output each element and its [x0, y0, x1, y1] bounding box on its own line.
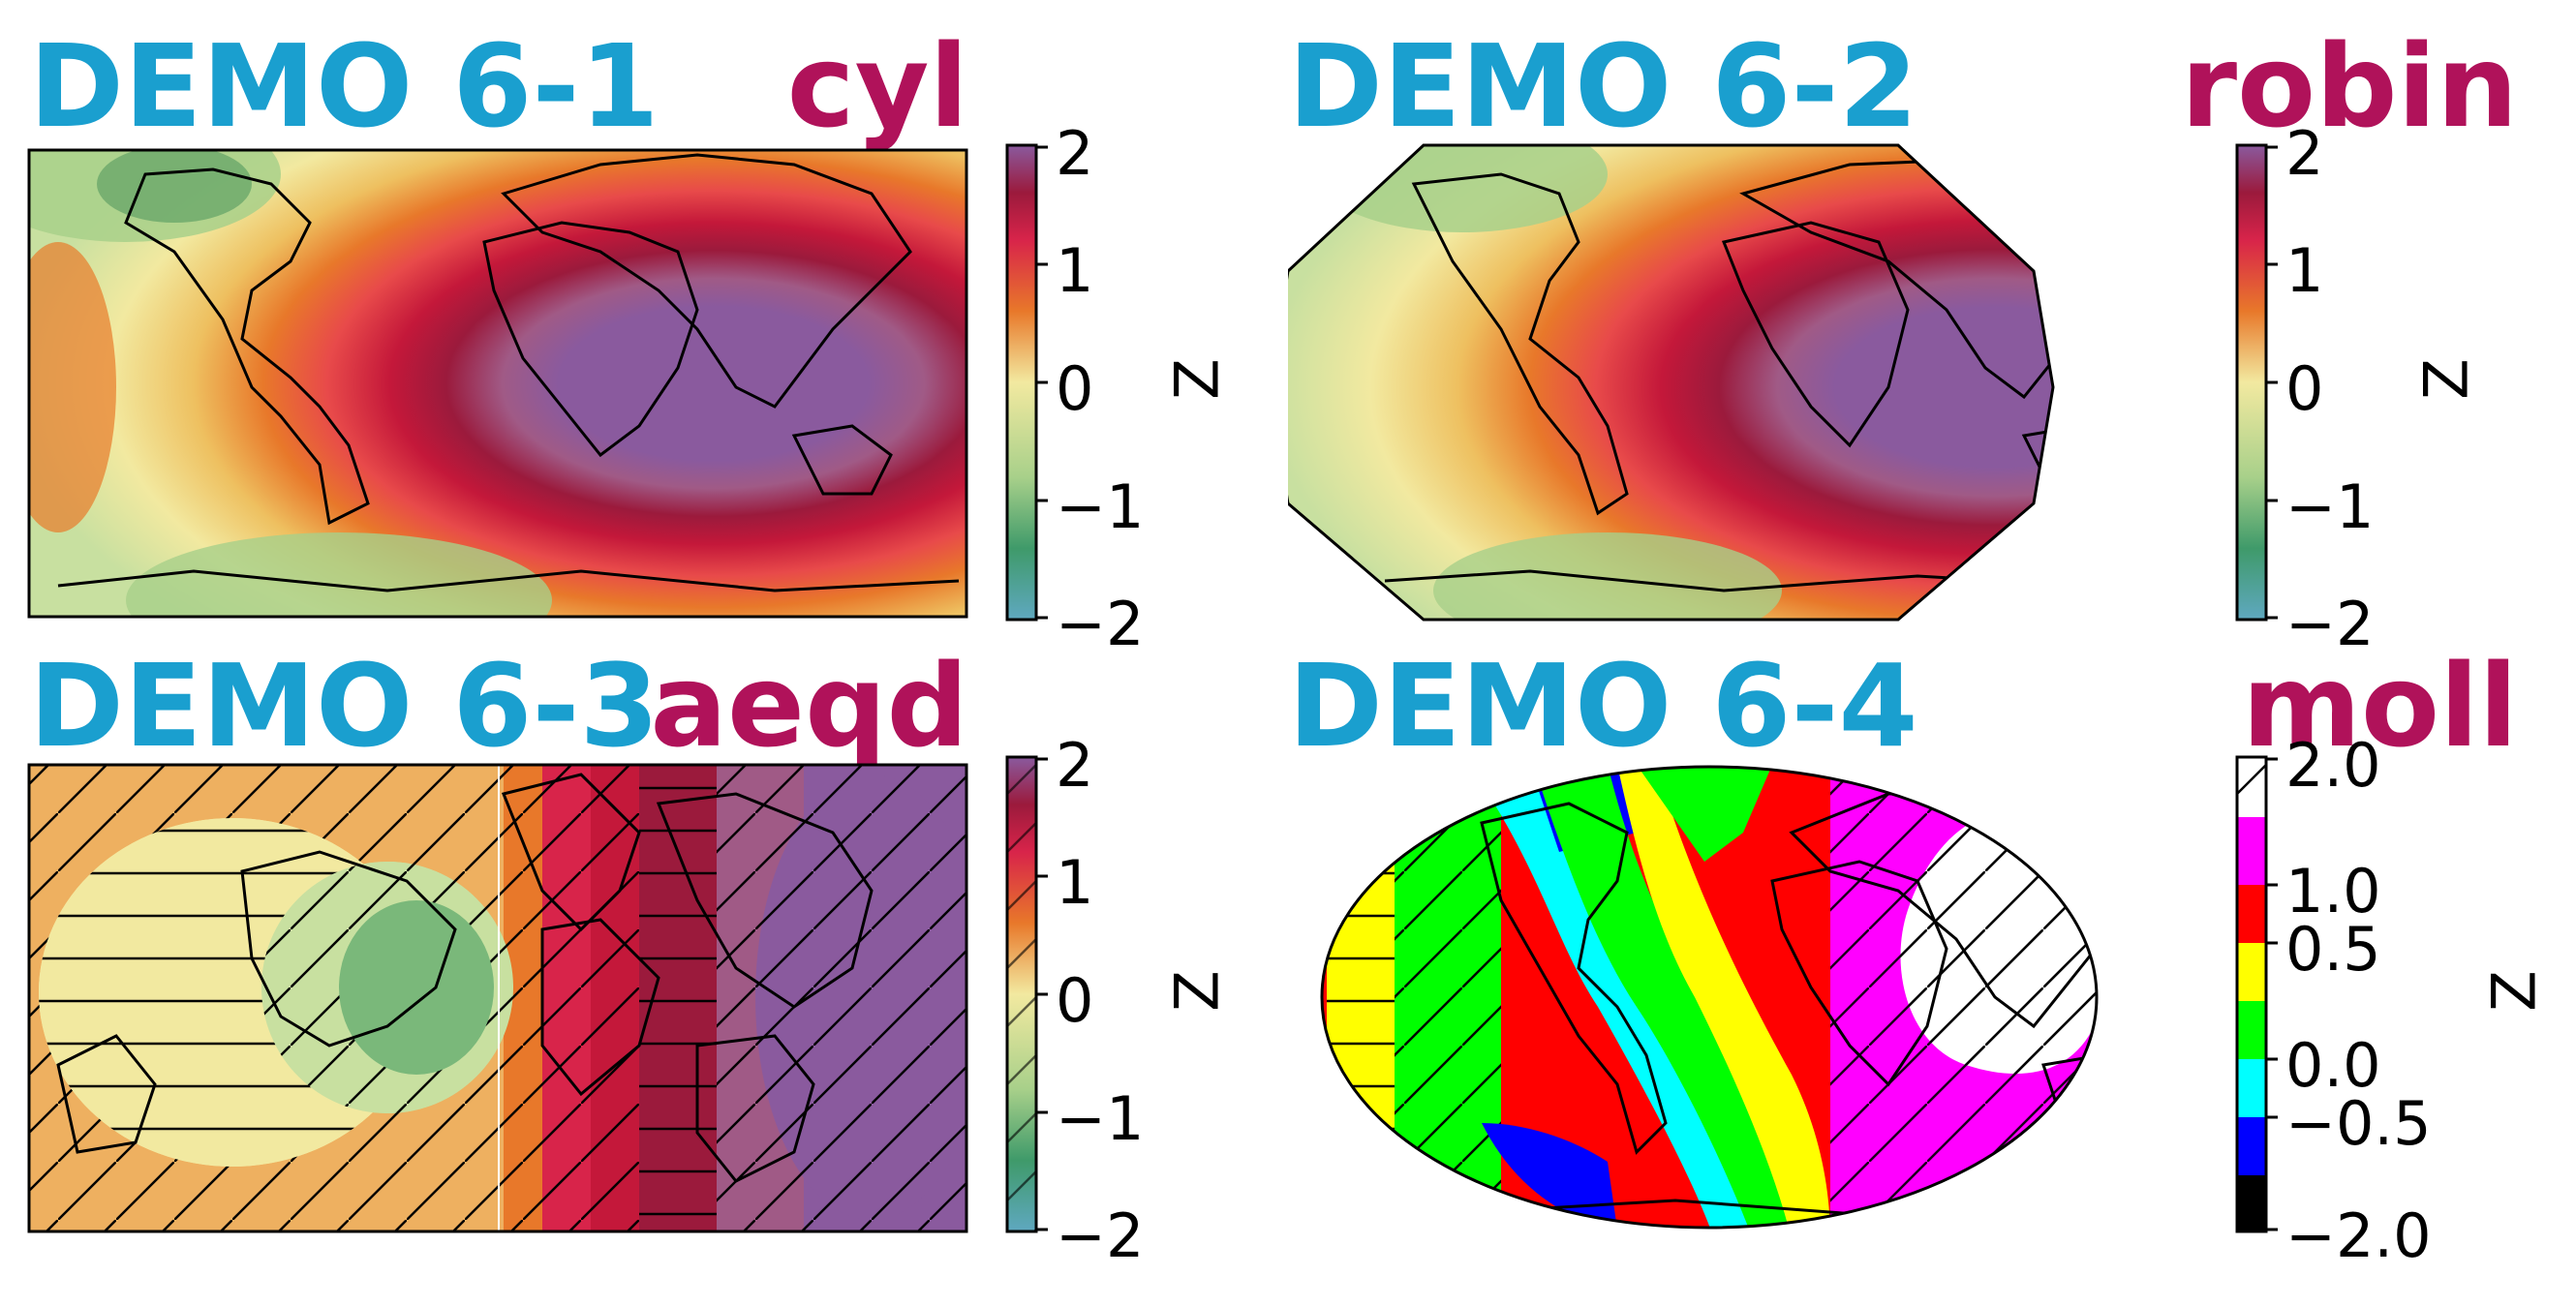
contour-field [29, 150, 966, 617]
map-frame [27, 148, 968, 619]
colorbar-tick: −1 [2285, 471, 2375, 542]
colorbar-tick: 2.0 [2285, 730, 2381, 801]
map-aeqd [27, 755, 1048, 1233]
colorbar-tick: −0.5 [2285, 1088, 2432, 1159]
panel-title: DEMO 6-4 [1288, 639, 1918, 773]
colorbar-label: Z [2478, 970, 2550, 1012]
colorbar-label: Z [2410, 358, 2482, 400]
colorbar-tick: −2 [1056, 589, 1145, 659]
panel-demo-6-2: DEMO 6-2 robin [1288, 0, 2576, 659]
colorbar-tick: 2 [1056, 730, 1094, 801]
colorbar-tick: 1.0 [2285, 856, 2381, 926]
projection-label: moll [2242, 639, 2518, 773]
colorbar-label: Z [1161, 970, 1233, 1012]
colorbar-tick: 1 [1056, 235, 1094, 306]
map-cyl [27, 143, 1048, 622]
colorbar-tick: 2 [2285, 118, 2324, 189]
colorbar-tick: −2 [1056, 1200, 1145, 1271]
colorbar-tick: 2 [1056, 118, 1094, 189]
panel-title: DEMO 6-3 [29, 639, 659, 773]
colorbar-tick: −2 [2285, 589, 2375, 659]
coastlines [56, 773, 874, 1183]
colorbar-label: Z [1161, 358, 1233, 400]
colorbar-tick: 0 [1056, 353, 1094, 424]
colorbar [1005, 755, 1048, 1233]
colorbar-tick: 0.5 [2285, 914, 2381, 985]
map-robin [1288, 143, 2278, 622]
map-frame [27, 763, 968, 1233]
colorbar [1005, 143, 1048, 622]
panel-demo-6-4: DEMO 6-4 moll [1288, 639, 2576, 1306]
colorbar-tick: −2.0 [2285, 1200, 2432, 1271]
panel-title: DEMO 6-2 [1288, 19, 1918, 153]
projection-label: robin [2180, 19, 2518, 153]
projection-label: cyl [786, 19, 968, 153]
map-moll [1320, 755, 2278, 1233]
colorbar-tick: 0 [1056, 965, 1094, 1036]
colorbar-tick: −1 [1056, 1083, 1145, 1154]
colorbar-tick: −1 [1056, 471, 1145, 542]
colorbar-tick: 0 [2285, 353, 2324, 424]
contour-field [29, 765, 966, 1231]
colorbar-tick: 1 [2285, 235, 2324, 306]
coastlines [57, 153, 960, 592]
contour-field [1288, 145, 2053, 620]
colorbar-tick: 0.0 [2285, 1030, 2381, 1101]
colorbar [2235, 143, 2278, 622]
panel-demo-6-3: DEMO 6-3 aeqd [0, 639, 1288, 1306]
panel-title: DEMO 6-1 [29, 19, 659, 153]
colorbar [2235, 755, 2278, 1233]
panel-demo-6-1: DEMO 6-1 cyl [0, 0, 1288, 659]
map-frame [1288, 143, 2055, 622]
colorbar-tick: 1 [1056, 847, 1094, 918]
projection-label: aeqd [650, 639, 968, 773]
map-frame [1320, 765, 2099, 1230]
